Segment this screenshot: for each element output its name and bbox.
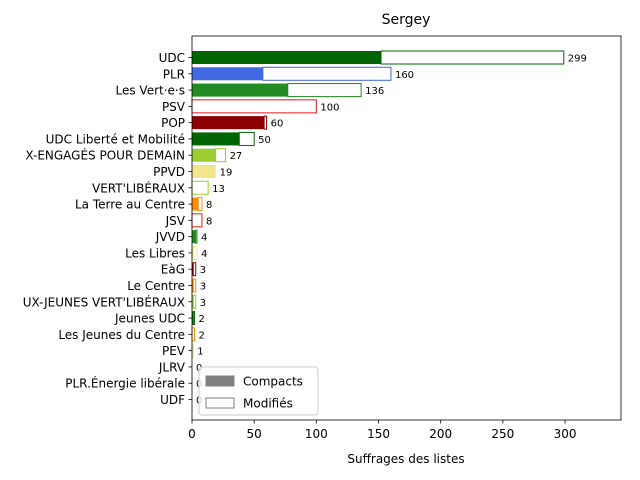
value-label: 50: [258, 135, 271, 146]
y-tick-label: JLRV: [158, 360, 186, 374]
y-tick-label: POP: [161, 116, 185, 130]
bar-compacts: [192, 246, 194, 260]
y-tick-label: PLR.Énergie libérale: [65, 376, 185, 391]
bar-modifies: [192, 294, 197, 309]
chart-title: Sergey: [382, 12, 431, 28]
bar-compacts: [192, 230, 196, 244]
bar-compacts: [192, 148, 216, 162]
value-label: 8: [206, 200, 212, 211]
y-tick-label: UDC Liberté et Mobilité: [46, 132, 185, 146]
bar-compacts: [192, 197, 199, 211]
value-label: 60: [271, 119, 284, 130]
y-tick-label: La Terre au Centre: [75, 198, 185, 212]
x-axis: 0 50 100 150 200 250 300: [188, 420, 576, 441]
bar-modifies: [195, 229, 198, 244]
bar-compacts: [192, 116, 265, 130]
x-axis-label: Suffrages des listes: [347, 452, 464, 466]
y-tick-label: EàG: [161, 263, 185, 277]
y-tick-label: UDC: [159, 51, 185, 65]
legend-swatch-outline: [205, 397, 235, 409]
legend-swatch-filled: [205, 375, 235, 387]
value-label: 2: [198, 314, 204, 325]
legend-label: Modifiés: [243, 397, 293, 411]
y-tick-label: Le Centre: [127, 279, 185, 293]
bar-modifies: [262, 66, 392, 81]
bar-compacts: [192, 164, 216, 179]
bar-modifies: [197, 197, 203, 212]
y-tick-label: PEV: [162, 344, 186, 358]
y-tick-label: PSV: [162, 100, 186, 114]
y-tick-label: Les Jeunes du Centre: [58, 328, 185, 342]
bar-modifies: [287, 83, 362, 98]
value-label: 4: [201, 233, 207, 244]
y-tick-label: PPVD: [153, 165, 185, 179]
value-label: 27: [230, 151, 243, 162]
value-label: 136: [365, 86, 384, 97]
y-tick-labels: UDC PLR Les Vert·e·s PSV POP UDC Liberté et M…: [23, 51, 192, 407]
bar-modifies: [192, 311, 195, 326]
x-tick-label: 300: [554, 427, 577, 441]
legend: Compacts Modifiés: [198, 366, 319, 416]
value-label: 3: [200, 265, 206, 276]
x-tick-label: 150: [367, 427, 390, 441]
bar-compacts: [192, 83, 288, 97]
y-tick-label: JVVD: [155, 230, 185, 244]
bars-layer: [191, 50, 565, 358]
value-label: 3: [200, 282, 206, 293]
x-tick-label: 50: [247, 427, 262, 441]
y-tick-label: Les Libres: [125, 246, 185, 260]
value-label: 8: [206, 216, 212, 227]
bar-compacts: [192, 262, 194, 276]
y-tick-label: VERT'LIBÉRAUX: [92, 180, 185, 195]
bar-modifies: [191, 213, 203, 228]
plot-frame: [191, 35, 622, 421]
bar-modifies: [215, 148, 227, 163]
bar-compacts: [192, 278, 194, 293]
bar-modifies: [191, 180, 209, 195]
y-tick-label: Les Vert·e·s: [116, 84, 186, 98]
bar-modifies: [191, 99, 317, 114]
bar-modifies: [192, 245, 198, 260]
value-label: 299: [568, 54, 587, 65]
bar-modifies: [238, 131, 255, 146]
legend-label: Compacts: [243, 375, 303, 389]
bar-modifies: [192, 278, 197, 293]
value-label: 2: [198, 330, 204, 341]
bar-modifies: [380, 50, 565, 65]
value-label: 3: [200, 298, 206, 309]
y-tick-label: PLR: [163, 67, 185, 81]
bar-compacts: [192, 67, 263, 81]
x-tick-label: 100: [305, 427, 328, 441]
bar-compacts: [192, 295, 194, 309]
y-tick-label: JSV: [165, 214, 186, 228]
value-label: 100: [320, 102, 339, 113]
bar-compacts: [192, 311, 194, 325]
y-tick-label: UDF: [160, 393, 185, 407]
x-tick-label: 0: [188, 427, 196, 441]
bar-compacts: [192, 50, 382, 65]
value-label: 1: [197, 347, 203, 358]
y-tick-label: X-ENGAGÉS POUR DEMAIN: [25, 148, 185, 163]
y-tick-label: Jeunes UDC: [114, 312, 185, 326]
bar-modifies: [192, 262, 197, 277]
value-label: 19: [220, 168, 233, 179]
value-label: 13: [212, 184, 225, 195]
y-tick-label: UX-JEUNES VERT'LIBÉRAUX: [23, 294, 185, 309]
axes-frame: [191, 35, 622, 421]
value-label: 160: [395, 70, 414, 81]
bar-compacts: [192, 132, 240, 146]
bar-modifies: [263, 115, 268, 130]
value-label: 4: [201, 249, 207, 260]
x-tick-label: 200: [429, 427, 452, 441]
x-tick-label: 250: [491, 427, 514, 441]
